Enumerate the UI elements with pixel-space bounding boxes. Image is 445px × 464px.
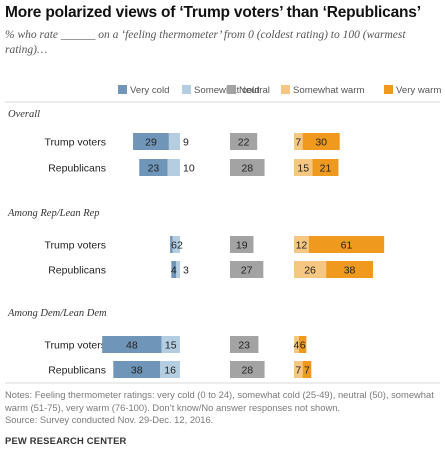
bar-neutral bbox=[230, 361, 265, 378]
bar-very-warm bbox=[308, 236, 385, 253]
bar-neutral bbox=[230, 159, 265, 176]
bar-somewhat-cold bbox=[168, 133, 180, 150]
legend-swatch-very-cold bbox=[118, 85, 127, 94]
bar-somewhat-cold bbox=[167, 159, 180, 176]
value-label-very-cold: 48 bbox=[126, 340, 138, 352]
legend-label-very-cold: Very cold bbox=[130, 85, 169, 96]
chart-source: Source: Survey conducted Nov. 29-Dec. 12… bbox=[5, 414, 214, 425]
bar-somewhat-warm bbox=[294, 361, 303, 378]
value-label-very-cold: 4 bbox=[171, 265, 177, 277]
value-label-somewhat-cold: 9 bbox=[183, 137, 189, 149]
value-label-somewhat-warm: 4 bbox=[294, 340, 300, 352]
bar-very-cold bbox=[113, 361, 161, 378]
value-label-somewhat-cold: 10 bbox=[183, 163, 195, 175]
bar-neutral bbox=[230, 336, 259, 353]
bar-very-cold bbox=[170, 236, 173, 253]
value-label-very-warm: 6 bbox=[300, 340, 306, 352]
chart-bars: Overall Trump voters 29 9 22 7 30 Republicans 23… bbox=[5, 109, 440, 384]
row-label: Republicans bbox=[48, 163, 106, 175]
value-label-very-cold: 29 bbox=[145, 137, 157, 149]
value-label-cold-combined: 62 bbox=[171, 240, 183, 252]
legend-swatch-somewhat-warm bbox=[281, 85, 290, 94]
value-label-very-cold: 23 bbox=[148, 163, 160, 175]
section-label: Among Rep/Lean Rep bbox=[7, 208, 100, 219]
value-label-neutral: 27 bbox=[241, 265, 253, 277]
bar-somewhat-warm bbox=[294, 336, 299, 353]
value-label-very-warm: 38 bbox=[344, 265, 356, 277]
value-label-neutral: 28 bbox=[241, 365, 253, 377]
legend-label-somewhat-cold: Somewhat cold bbox=[194, 85, 260, 96]
legend-label-neutral: Neutral bbox=[239, 85, 270, 96]
bar-somewhat-cold bbox=[161, 336, 180, 353]
value-label-neutral: 22 bbox=[238, 137, 250, 149]
value-label-somewhat-warm: 12 bbox=[296, 240, 308, 252]
legend-swatch-very-warm bbox=[384, 85, 393, 94]
value-label-somewhat-cold: 15 bbox=[165, 340, 177, 352]
bar-somewhat-warm bbox=[294, 133, 303, 150]
legend-label-somewhat-warm: Somewhat warm bbox=[293, 85, 364, 96]
row-label: Trump voters bbox=[45, 340, 106, 352]
chart-title: More polarized views of ‘Trump voters’ t… bbox=[5, 4, 421, 21]
chart-notes: Notes: Feeling thermometer ratings: very… bbox=[5, 389, 434, 413]
section-label: Among Dem/Lean Dem bbox=[7, 308, 107, 319]
value-label-very-warm: 30 bbox=[315, 137, 327, 149]
bar-very-cold bbox=[102, 336, 162, 353]
bar-somewhat-warm bbox=[294, 159, 313, 176]
value-label-very-warm: 21 bbox=[320, 163, 332, 175]
value-label-very-cold: 38 bbox=[131, 365, 143, 377]
value-label-very-warm: 61 bbox=[341, 240, 353, 252]
bar-somewhat-cold bbox=[160, 361, 180, 378]
value-label-neutral: 23 bbox=[238, 340, 250, 352]
section-label: Overall bbox=[8, 109, 40, 120]
value-label-somewhat-cold: 3 bbox=[183, 265, 189, 277]
row-label: Trump voters bbox=[45, 240, 106, 252]
bar-somewhat-warm bbox=[294, 236, 309, 253]
bar-very-warm bbox=[302, 133, 340, 150]
legend-label-very-warm: Very warm bbox=[396, 85, 441, 96]
value-label-somewhat-warm: 26 bbox=[304, 265, 316, 277]
value-label-somewhat-warm: 7 bbox=[295, 137, 301, 149]
bar-somewhat-warm bbox=[294, 261, 327, 278]
bar-very-warm bbox=[302, 361, 312, 378]
value-label-somewhat-warm: 15 bbox=[297, 163, 309, 175]
legend-swatch-neutral bbox=[227, 85, 236, 94]
bar-very-cold bbox=[139, 159, 168, 176]
bar-somewhat-cold bbox=[172, 236, 180, 253]
bar-very-cold bbox=[171, 261, 177, 278]
row-label: Republicans bbox=[48, 265, 106, 277]
value-label-very-warm: 7 bbox=[304, 365, 310, 377]
row-label: Republicans bbox=[48, 365, 106, 377]
legend-swatch-somewhat-cold bbox=[182, 85, 191, 94]
bar-very-warm bbox=[298, 336, 307, 353]
bar-somewhat-cold bbox=[176, 261, 180, 278]
bar-very-warm bbox=[312, 159, 339, 176]
row-label: Trump voters bbox=[45, 137, 106, 149]
chart-subtitle: % who rate ______ on a ‘feeling thermome… bbox=[5, 29, 406, 56]
value-label-neutral: 19 bbox=[236, 240, 248, 252]
value-label-somewhat-warm: 7 bbox=[295, 365, 301, 377]
value-label-somewhat-cold: 16 bbox=[164, 365, 176, 377]
organization-credit: PEW RESEARCH CENTER bbox=[5, 435, 127, 446]
bar-neutral bbox=[230, 261, 264, 278]
bar-neutral bbox=[230, 236, 254, 253]
bar-very-warm bbox=[326, 261, 374, 278]
value-label-neutral: 28 bbox=[241, 163, 253, 175]
bar-neutral bbox=[230, 133, 258, 150]
bar-very-cold bbox=[133, 133, 169, 150]
